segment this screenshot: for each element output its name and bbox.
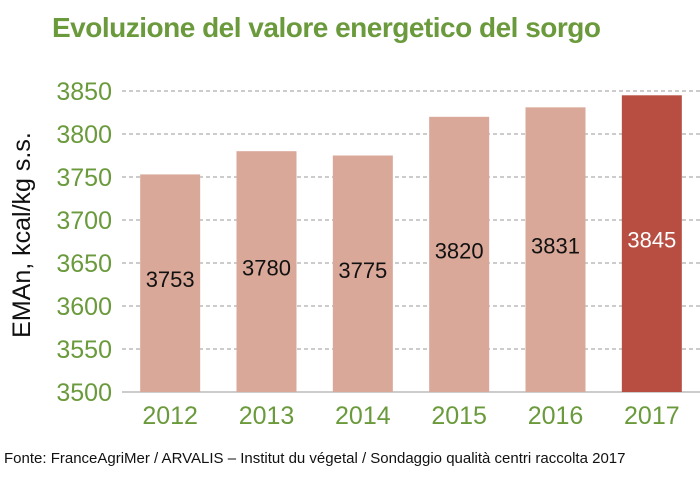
y-axis-ticks: 3500 3550 3600 3650 3700 3750 3800 3850 — [56, 78, 112, 407]
bar-2015 — [429, 116, 490, 393]
data-labels: 3753 3780 3775 3820 3831 3845 — [146, 228, 677, 293]
y-tick-label: 3850 — [56, 78, 112, 106]
y-tick-label: 3600 — [56, 293, 112, 321]
y-tick-label: 3700 — [56, 207, 112, 235]
bar-2012 — [140, 174, 201, 392]
y-tick-label: 3750 — [56, 164, 112, 192]
bar-2016 — [525, 107, 586, 392]
x-tick-label-2013: 2013 — [239, 402, 295, 430]
bar-2013 — [236, 151, 297, 392]
y-tick-label: 3650 — [56, 250, 112, 278]
data-label-2013: 3780 — [242, 256, 291, 281]
data-label-2015: 3820 — [435, 238, 484, 263]
x-tick-label-2017: 2017 — [624, 402, 680, 430]
x-tick-label-2012: 2012 — [142, 402, 198, 430]
bars — [140, 95, 682, 393]
source-note: Fonte: FranceAgriMer / ARVALIS – Institu… — [4, 450, 626, 467]
y-axis-label: EMAn, kcal/kg s.s. — [8, 132, 36, 338]
x-tick-label-2015: 2015 — [431, 402, 487, 430]
chart-title: Evoluzione del valore energetico del sor… — [52, 12, 601, 43]
x-axis-ticks: 2012 2013 2014 2015 2016 2017 — [142, 402, 679, 430]
y-tick-label: 3500 — [56, 379, 112, 407]
x-tick-label-2014: 2014 — [335, 402, 391, 430]
x-tick-label-2016: 2016 — [528, 402, 584, 430]
gridlines — [122, 90, 700, 393]
data-label-2014: 3775 — [338, 258, 387, 283]
bar-2017 — [621, 95, 682, 393]
data-label-2017: 3845 — [627, 228, 676, 253]
data-label-2016: 3831 — [531, 234, 580, 259]
y-tick-label: 3550 — [56, 336, 112, 364]
y-tick-label: 3800 — [56, 121, 112, 149]
data-label-2012: 3753 — [146, 267, 195, 292]
bar-2014 — [332, 155, 393, 392]
bar-chart: 3753 3780 3775 3820 3831 3845 3500 3550 3600 365… — [8, 78, 700, 430]
